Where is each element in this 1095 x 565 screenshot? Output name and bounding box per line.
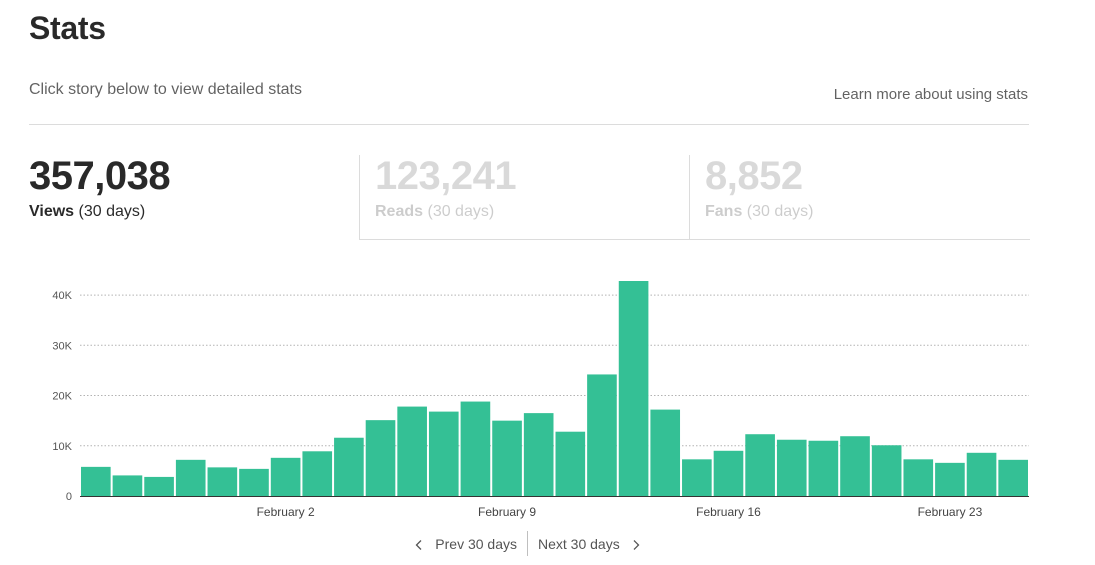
- prev-30-days-label: Prev 30 days: [435, 536, 517, 552]
- bar: [144, 476, 174, 496]
- x-tick-label: February 23: [918, 505, 983, 519]
- x-tick-label: February 16: [696, 505, 761, 519]
- bar: [776, 439, 807, 496]
- views-label: Views (30 days): [29, 203, 170, 221]
- prev-30-days-button[interactable]: Prev 30 days: [413, 530, 517, 556]
- bar: [618, 281, 649, 496]
- bar: [808, 440, 839, 496]
- y-tick-label: 0: [66, 491, 72, 503]
- reads-label-name: Reads: [375, 203, 424, 220]
- fans-label-period: (30 days): [746, 203, 814, 220]
- reads-label-period: (30 days): [427, 203, 495, 220]
- bar: [270, 457, 301, 496]
- bar: [207, 467, 238, 496]
- pagination: Prev 30 days Next 30 days: [0, 530, 1095, 556]
- bar: [840, 436, 870, 496]
- bar: [523, 413, 554, 496]
- tab-fans[interactable]: 8,852 Fans (30 days): [689, 155, 1030, 240]
- page-subtitle: Click story below to view detailed stats: [29, 81, 302, 98]
- reads-count: 123,241: [375, 154, 517, 198]
- x-tick-label: February 9: [478, 505, 536, 519]
- bar: [713, 450, 744, 496]
- tab-reads[interactable]: 123,241 Reads (30 days): [359, 155, 690, 240]
- bar: [650, 409, 681, 496]
- bar: [682, 459, 712, 496]
- bar: [555, 431, 586, 496]
- bar: [492, 420, 522, 496]
- bar: [302, 451, 333, 496]
- bar: [745, 434, 775, 496]
- reads-label: Reads (30 days): [375, 203, 516, 221]
- x-tick-label: February 2: [257, 505, 315, 519]
- bar: [239, 468, 269, 496]
- bar: [935, 462, 965, 496]
- views-label-name: Views: [29, 203, 75, 220]
- chevron-right-icon: [630, 539, 642, 551]
- bar: [112, 475, 143, 496]
- chevron-left-icon: [413, 539, 425, 551]
- bar: [81, 466, 111, 496]
- bar: [334, 437, 364, 496]
- tab-views[interactable]: 357,038 Views (30 days): [29, 155, 359, 239]
- y-tick-label: 20K: [52, 391, 72, 403]
- page-title: Stats: [29, 10, 106, 46]
- next-30-days-button[interactable]: Next 30 days: [538, 530, 642, 556]
- views-count: 357,038: [29, 154, 171, 198]
- next-30-days-label: Next 30 days: [538, 536, 620, 552]
- header-divider: [29, 124, 1029, 125]
- bar: [998, 459, 1028, 496]
- bar: [903, 459, 934, 496]
- bar: [365, 420, 396, 496]
- pager-divider: [527, 531, 528, 556]
- fans-count: 8,852: [705, 154, 803, 198]
- fans-label: Fans (30 days): [705, 203, 814, 221]
- bar: [175, 459, 206, 496]
- bar: [871, 445, 902, 496]
- bar: [966, 452, 997, 496]
- y-tick-label: 10K: [52, 441, 72, 453]
- y-tick-label: 40K: [52, 290, 72, 302]
- bar: [460, 401, 491, 496]
- fans-label-name: Fans: [705, 203, 743, 220]
- bar: [397, 406, 427, 496]
- bar: [428, 411, 459, 496]
- views-bar-chart: 0 10K 20K 30K 40K February 2 February 9 Februar…: [52, 281, 1029, 519]
- stat-tabs: 357,038 Views (30 days) 123,241 Reads (3…: [29, 155, 1030, 240]
- bar: [587, 374, 617, 496]
- y-tick-label: 30K: [52, 340, 72, 352]
- views-label-period: (30 days): [78, 203, 146, 220]
- learn-more-link[interactable]: Learn more about using stats: [833, 86, 1028, 103]
